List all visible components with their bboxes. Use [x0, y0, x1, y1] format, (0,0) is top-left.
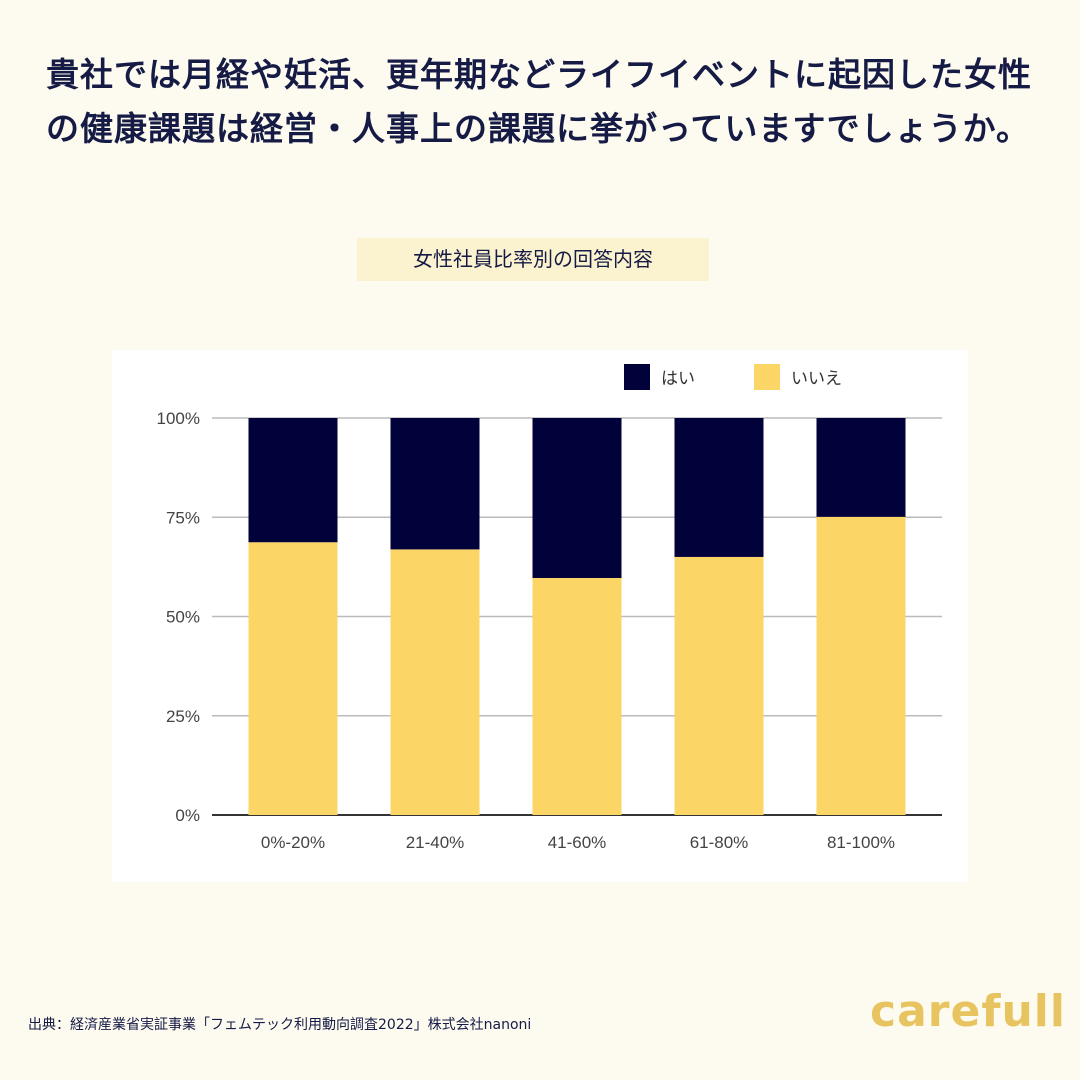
legend-label: いいえ: [791, 369, 842, 389]
x-tick-label: 0%-20%: [261, 833, 325, 852]
stacked-bar-chart: 0% 25% 50% 75% 100% 0%-20% 21-40% 41-60% 61-80% 8…: [157, 364, 942, 852]
legend-swatch: [624, 364, 650, 390]
x-tick-label: 61-80%: [690, 833, 749, 852]
bar-はい: [248, 418, 338, 543]
legend-label: はい: [661, 369, 695, 389]
y-tick-label: 0%: [175, 806, 200, 825]
bar-いいえ: [816, 516, 906, 815]
chart-subtitle: 女性社員比率別の回答内容: [357, 238, 709, 281]
bar-はい: [390, 418, 480, 550]
chart-panel: 0% 25% 50% 75% 100% 0%-20% 21-40% 41-60% 61-80% 8…: [112, 350, 968, 882]
y-tick-label: 50%: [166, 608, 200, 627]
x-tick-label: 21-40%: [406, 833, 465, 852]
bar-いいえ: [248, 542, 338, 815]
bar-はい: [816, 418, 906, 517]
y-tick-label: 100%: [157, 409, 200, 428]
brand-logo: carefull: [870, 986, 1066, 1037]
bar-いいえ: [390, 549, 480, 815]
bar-いいえ: [532, 577, 622, 815]
bar-はい: [532, 418, 622, 578]
x-tick-label: 41-60%: [548, 833, 607, 852]
y-tick-label: 25%: [166, 707, 200, 726]
bar-はい: [674, 418, 764, 557]
source-note: 出典：経済産業省実証事業「フェムテック利用動向調査2022」株式会社nanoni: [28, 1017, 532, 1033]
page-title: 貴社では月経や妊活、更年期などライフイベントに起因した女性の健康課題は経営・人事…: [46, 55, 1032, 148]
y-tick-label: 75%: [166, 508, 200, 527]
legend-swatch: [754, 364, 780, 390]
x-tick-label: 81-100%: [827, 833, 895, 852]
bar-いいえ: [674, 556, 764, 815]
